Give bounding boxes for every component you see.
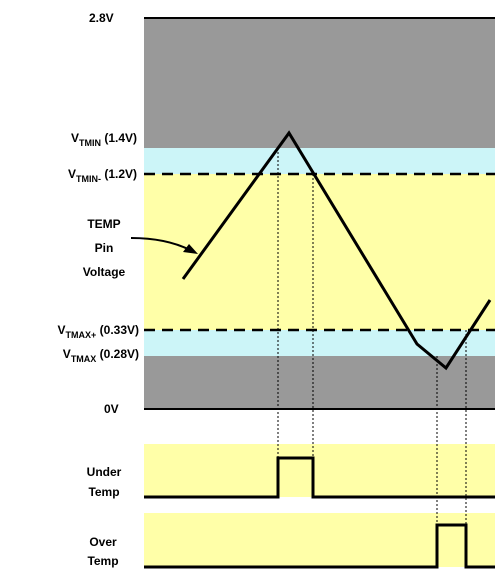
- pin-label-arrow: [130, 237, 191, 251]
- band-normal: [144, 174, 495, 330]
- band-tmin-hysteresis: [144, 148, 495, 174]
- under-temp-label-line2: Temp: [88, 485, 119, 499]
- label-vtmax-plus: VTMAX+ (0.33V): [58, 323, 139, 340]
- label-vtmax: VTMAX (0.28V): [63, 347, 139, 364]
- under-temp-signal: [144, 456, 495, 499]
- band-tmax-hysteresis: [144, 330, 495, 356]
- over-temp-signal: [144, 523, 495, 569]
- under-temp-label-line1: Under: [87, 465, 122, 479]
- over-temp-label-line2: Temp: [87, 554, 118, 568]
- pin-label-arrowhead: [183, 244, 198, 254]
- pin-label-line1: TEMP: [87, 217, 120, 231]
- over-temp-label-line1: Over: [89, 535, 117, 549]
- pin-label-line2: Pin: [95, 241, 114, 255]
- label-vtmin: VTMIN (1.4V): [71, 131, 137, 148]
- label-2-8v: 2.8V: [89, 11, 114, 25]
- under-temp-panel: [144, 444, 495, 497]
- band-above-tmin: [144, 18, 495, 148]
- temp-pin-voltage-waveform: [181, 130, 492, 371]
- label-0v: 0V: [104, 402, 119, 416]
- pin-label-line3: Voltage: [83, 265, 126, 279]
- over-temp-panel: [144, 513, 495, 567]
- label-vtmin-minus: VTMIN- (1.2V): [68, 167, 137, 184]
